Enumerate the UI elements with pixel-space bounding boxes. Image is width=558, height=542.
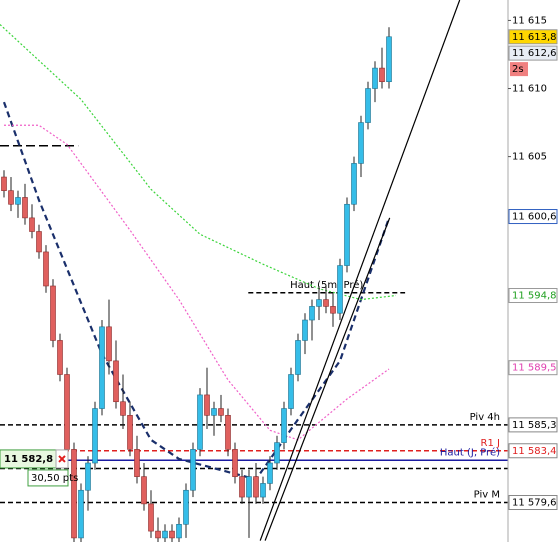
price-tag	[508, 45, 558, 61]
level-label: Piv M	[474, 490, 500, 501]
candle-body	[141, 476, 147, 505]
level-label: Piv 4h	[470, 412, 500, 423]
candle-body	[15, 197, 21, 205]
distance-label: 30,50 pts	[31, 473, 78, 484]
candle-body	[176, 523, 182, 539]
candle-body	[211, 408, 217, 416]
distance-box	[27, 469, 69, 487]
axis: 11 615 11 610 11 605 11 585,3 11 583,4 11 579…	[508, 15, 558, 511]
price-tag-label: 11 612,6	[512, 48, 557, 59]
candle-body	[162, 530, 168, 539]
level-label: Haut (5m, Pré)	[290, 279, 363, 291]
candle-body	[22, 197, 28, 219]
candle-body	[344, 203, 350, 266]
candle-body	[260, 483, 266, 498]
candle-body	[379, 67, 385, 83]
candle-body	[337, 265, 343, 314]
indicator-line	[3, 124, 390, 441]
price-tag-label: 11 589,5	[512, 363, 557, 374]
price-tag-label: 11 613,8	[512, 32, 557, 43]
candle-body	[281, 408, 287, 443]
candle-body	[106, 326, 112, 362]
price-tag	[508, 360, 558, 376]
candle-body	[127, 415, 133, 450]
price-tag	[508, 288, 558, 304]
y-tick-label: 11 615	[512, 15, 547, 26]
candle-body	[267, 462, 273, 484]
candle-body	[386, 36, 392, 83]
candle-body	[204, 394, 210, 416]
level-label: R1 J	[481, 438, 500, 449]
candle-body	[225, 415, 231, 450]
indicator-line	[264, 217, 391, 541]
candle-body	[190, 449, 196, 491]
candle-body	[92, 408, 98, 464]
candle-body	[295, 340, 301, 375]
price-axis	[508, 0, 558, 542]
candle-body	[50, 285, 56, 341]
candle-body	[57, 340, 63, 375]
price-tag	[508, 209, 558, 225]
candle-body	[1, 176, 7, 191]
candle-body	[246, 476, 252, 498]
level-tag	[508, 417, 558, 433]
candle-body	[78, 489, 84, 539]
level-tag	[508, 495, 558, 511]
candle-body	[99, 326, 105, 409]
level-tag-label: 11 585,3	[512, 420, 557, 431]
plot-area	[0, 0, 508, 542]
candle-body	[253, 476, 259, 498]
y-tick-label: 11 610	[512, 84, 547, 95]
candle-body	[288, 374, 294, 409]
candle-body	[64, 374, 70, 450]
candle-body	[36, 231, 42, 253]
cursor-label: 11 582,8	[4, 454, 53, 465]
candle-body	[372, 67, 378, 89]
candle-body	[71, 449, 77, 539]
close-icon	[58, 455, 66, 463]
candle-body	[351, 163, 357, 205]
candle-body	[302, 319, 308, 341]
candle-body	[134, 449, 140, 477]
candle-body	[323, 299, 329, 307]
candle-body	[309, 306, 315, 321]
timer-badge	[510, 62, 528, 77]
candle-body	[29, 217, 35, 232]
candle-body	[232, 449, 238, 477]
candle-body	[120, 401, 126, 416]
candle-body	[148, 503, 154, 532]
timer-label: 2s	[512, 64, 524, 75]
candle-body	[183, 489, 189, 525]
price-tag	[508, 29, 558, 45]
candle-body	[155, 530, 161, 539]
candle-body	[330, 306, 336, 314]
candle-body	[169, 530, 175, 539]
candle-body	[316, 299, 322, 307]
candle-body	[358, 122, 364, 164]
price-tag-label: 11 600,6	[512, 212, 557, 223]
level-tag	[508, 443, 558, 459]
indicator-line	[259, 0, 461, 541]
candle-body	[197, 394, 203, 450]
y-tick-label: 11 605	[512, 152, 547, 163]
candle-body	[365, 88, 371, 123]
price-tag-label: 11 594,8	[512, 291, 557, 302]
level-tag-label: 11 583,4	[512, 446, 557, 457]
indicator-line	[0, 24, 397, 301]
candle-body	[218, 408, 224, 416]
candle-body	[239, 476, 245, 498]
indicator-line	[2, 101, 391, 481]
candle-body	[274, 442, 280, 464]
level-tag-label: 11 579,6	[512, 498, 557, 509]
candle-body	[85, 462, 91, 491]
candle-body	[8, 190, 14, 205]
level-label: Haut (J, Pré)	[440, 446, 500, 458]
candle-body	[113, 360, 119, 403]
candle-body	[43, 251, 49, 287]
